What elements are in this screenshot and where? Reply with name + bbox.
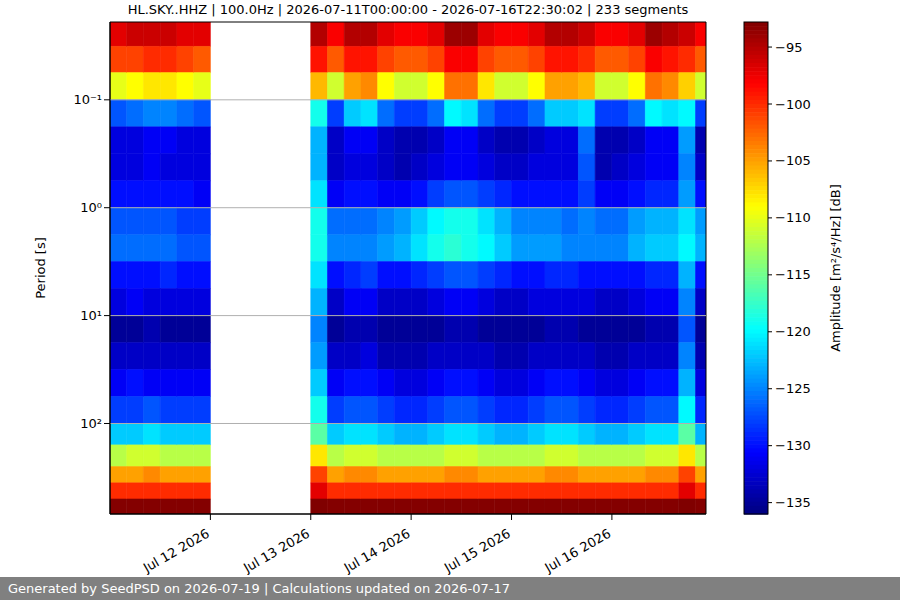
html-text:HL.SKY..HHZ | 100.0Hz | 2026-0: HL.SKY..HHZ | 100.0Hz | 2026-07-11T00:00… [127, 2, 689, 17]
svg-text:Jul 14 2026: Jul 14 2026 [341, 526, 413, 575]
svg-text:−110: −110 [775, 210, 811, 225]
svg-text:Jul 15 2026: Jul 15 2026 [441, 526, 513, 575]
svg-text:10⁰: 10⁰ [80, 200, 102, 215]
svg-text:Period [s]: Period [s] [33, 237, 48, 299]
html-text:Generated by SeedPSD on 2026-0: Generated by SeedPSD on 2026-07-19 | Cal… [8, 581, 510, 596]
svg-text:−120: −120 [775, 324, 811, 339]
svg-text:−115: −115 [775, 267, 811, 282]
svg-text:−100: −100 [775, 97, 811, 112]
svg-text:Amplitude [m²/s⁴/Hz] [dB]: Amplitude [m²/s⁴/Hz] [dB] [828, 184, 843, 352]
svg-text:−130: −130 [775, 438, 811, 453]
svg-text:10⁻¹: 10⁻¹ [73, 92, 102, 107]
svg-text:Jul 13 2026: Jul 13 2026 [240, 526, 312, 575]
svg-text:−125: −125 [775, 381, 811, 396]
svg-text:−105: −105 [775, 153, 811, 168]
svg-text:−95: −95 [775, 40, 802, 55]
svg-text:Jul 16 2026: Jul 16 2026 [541, 526, 613, 575]
svg-text:10²: 10² [80, 416, 102, 431]
svg-text:−135: −135 [775, 495, 811, 510]
svg-text:10¹: 10¹ [80, 308, 102, 323]
svg-text:Jul 12 2026: Jul 12 2026 [140, 526, 212, 575]
